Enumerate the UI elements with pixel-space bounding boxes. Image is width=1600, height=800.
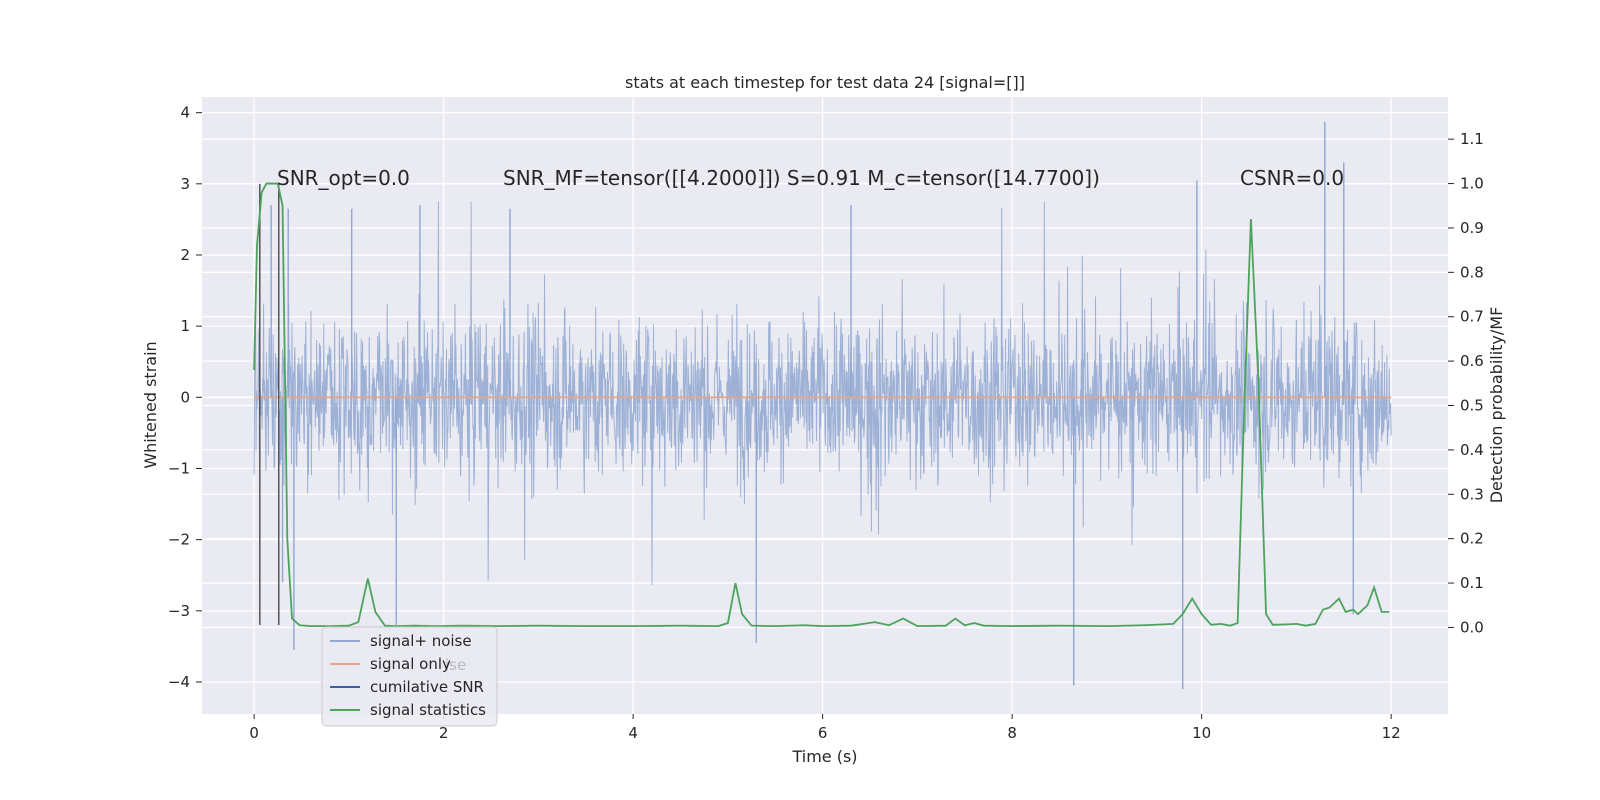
x-axis-label: Time (s)	[791, 747, 857, 766]
y-right-axis-label: Detection probability/MF	[1487, 307, 1506, 504]
x-tick-label: 8	[1007, 724, 1017, 742]
y-right-tick-label: 0.5	[1460, 397, 1484, 415]
legend: ise signal+ noise signal only cumilative…	[321, 626, 498, 727]
noise-trace	[253, 201, 1392, 585]
y-right-tick-label: 0.1	[1460, 574, 1484, 592]
chart-title: stats at each timestep for test data 24 …	[625, 73, 1025, 92]
series-signal-plus-noise	[253, 121, 1392, 690]
y-right-tick-label: 1.0	[1460, 175, 1484, 193]
marker-lines	[259, 183, 280, 626]
annotation-snr-opt: SNR_opt=0.0	[277, 166, 410, 190]
y-tick-label: −3	[168, 602, 190, 620]
y-tick-label: 3	[180, 175, 190, 193]
annotation-csnr: CSNR=0.0	[1240, 166, 1344, 190]
y-right-tick-label: 0.4	[1460, 441, 1484, 459]
y-tick-label: −2	[168, 531, 190, 549]
y-right-tick-label: 0.3	[1460, 485, 1484, 503]
y-tick-label: 2	[180, 246, 190, 264]
x-tick-label: 4	[628, 724, 638, 742]
series-signal-statistics	[253, 182, 1390, 628]
y-tick-label: −4	[168, 673, 190, 691]
legend-label-signal-statistics: signal statistics	[370, 701, 486, 719]
legend-label-signal-plus-noise: signal+ noise	[370, 632, 472, 650]
x-tick-label: 12	[1382, 724, 1401, 742]
y-right-tick-label: 0.7	[1460, 308, 1484, 326]
x-tick-label: 6	[818, 724, 828, 742]
y-tick-label: 1	[180, 317, 190, 335]
annotation-snr-mf: SNR_MF=tensor([[4.2000]]) S=0.91 M_c=ten…	[503, 166, 1100, 190]
y-tick-label: −1	[168, 459, 190, 477]
legend-box	[321, 626, 498, 727]
y-right-tick-label: 0.9	[1460, 219, 1484, 237]
x-tick-label: 2	[439, 724, 449, 742]
y-tick-label: 0	[180, 388, 190, 406]
y-right-tick-label: 0.8	[1460, 263, 1484, 281]
legend-label-signal-only: signal only	[370, 655, 451, 673]
y-right-tick-label: 1.1	[1460, 130, 1484, 148]
y-right-tick-label: 0.2	[1460, 530, 1484, 548]
y-tick-label: 4	[180, 104, 190, 122]
signal-statistics-line	[253, 182, 1390, 628]
x-tick-label: 0	[249, 724, 259, 742]
y-right-tick-label: 0.6	[1460, 352, 1484, 370]
legend-label-cumilative-snr: cumilative SNR	[370, 678, 484, 696]
x-tick-label: 10	[1192, 724, 1211, 742]
y-right-tick-label: 0.0	[1460, 618, 1484, 636]
axes: 0 2 4 6 8 10 12−4−3−2−1012340.00.10.20.30.40.5…	[168, 104, 1484, 742]
y-axis-label: Whitened strain	[141, 341, 160, 468]
legend-ghost-text: ise	[445, 656, 466, 674]
